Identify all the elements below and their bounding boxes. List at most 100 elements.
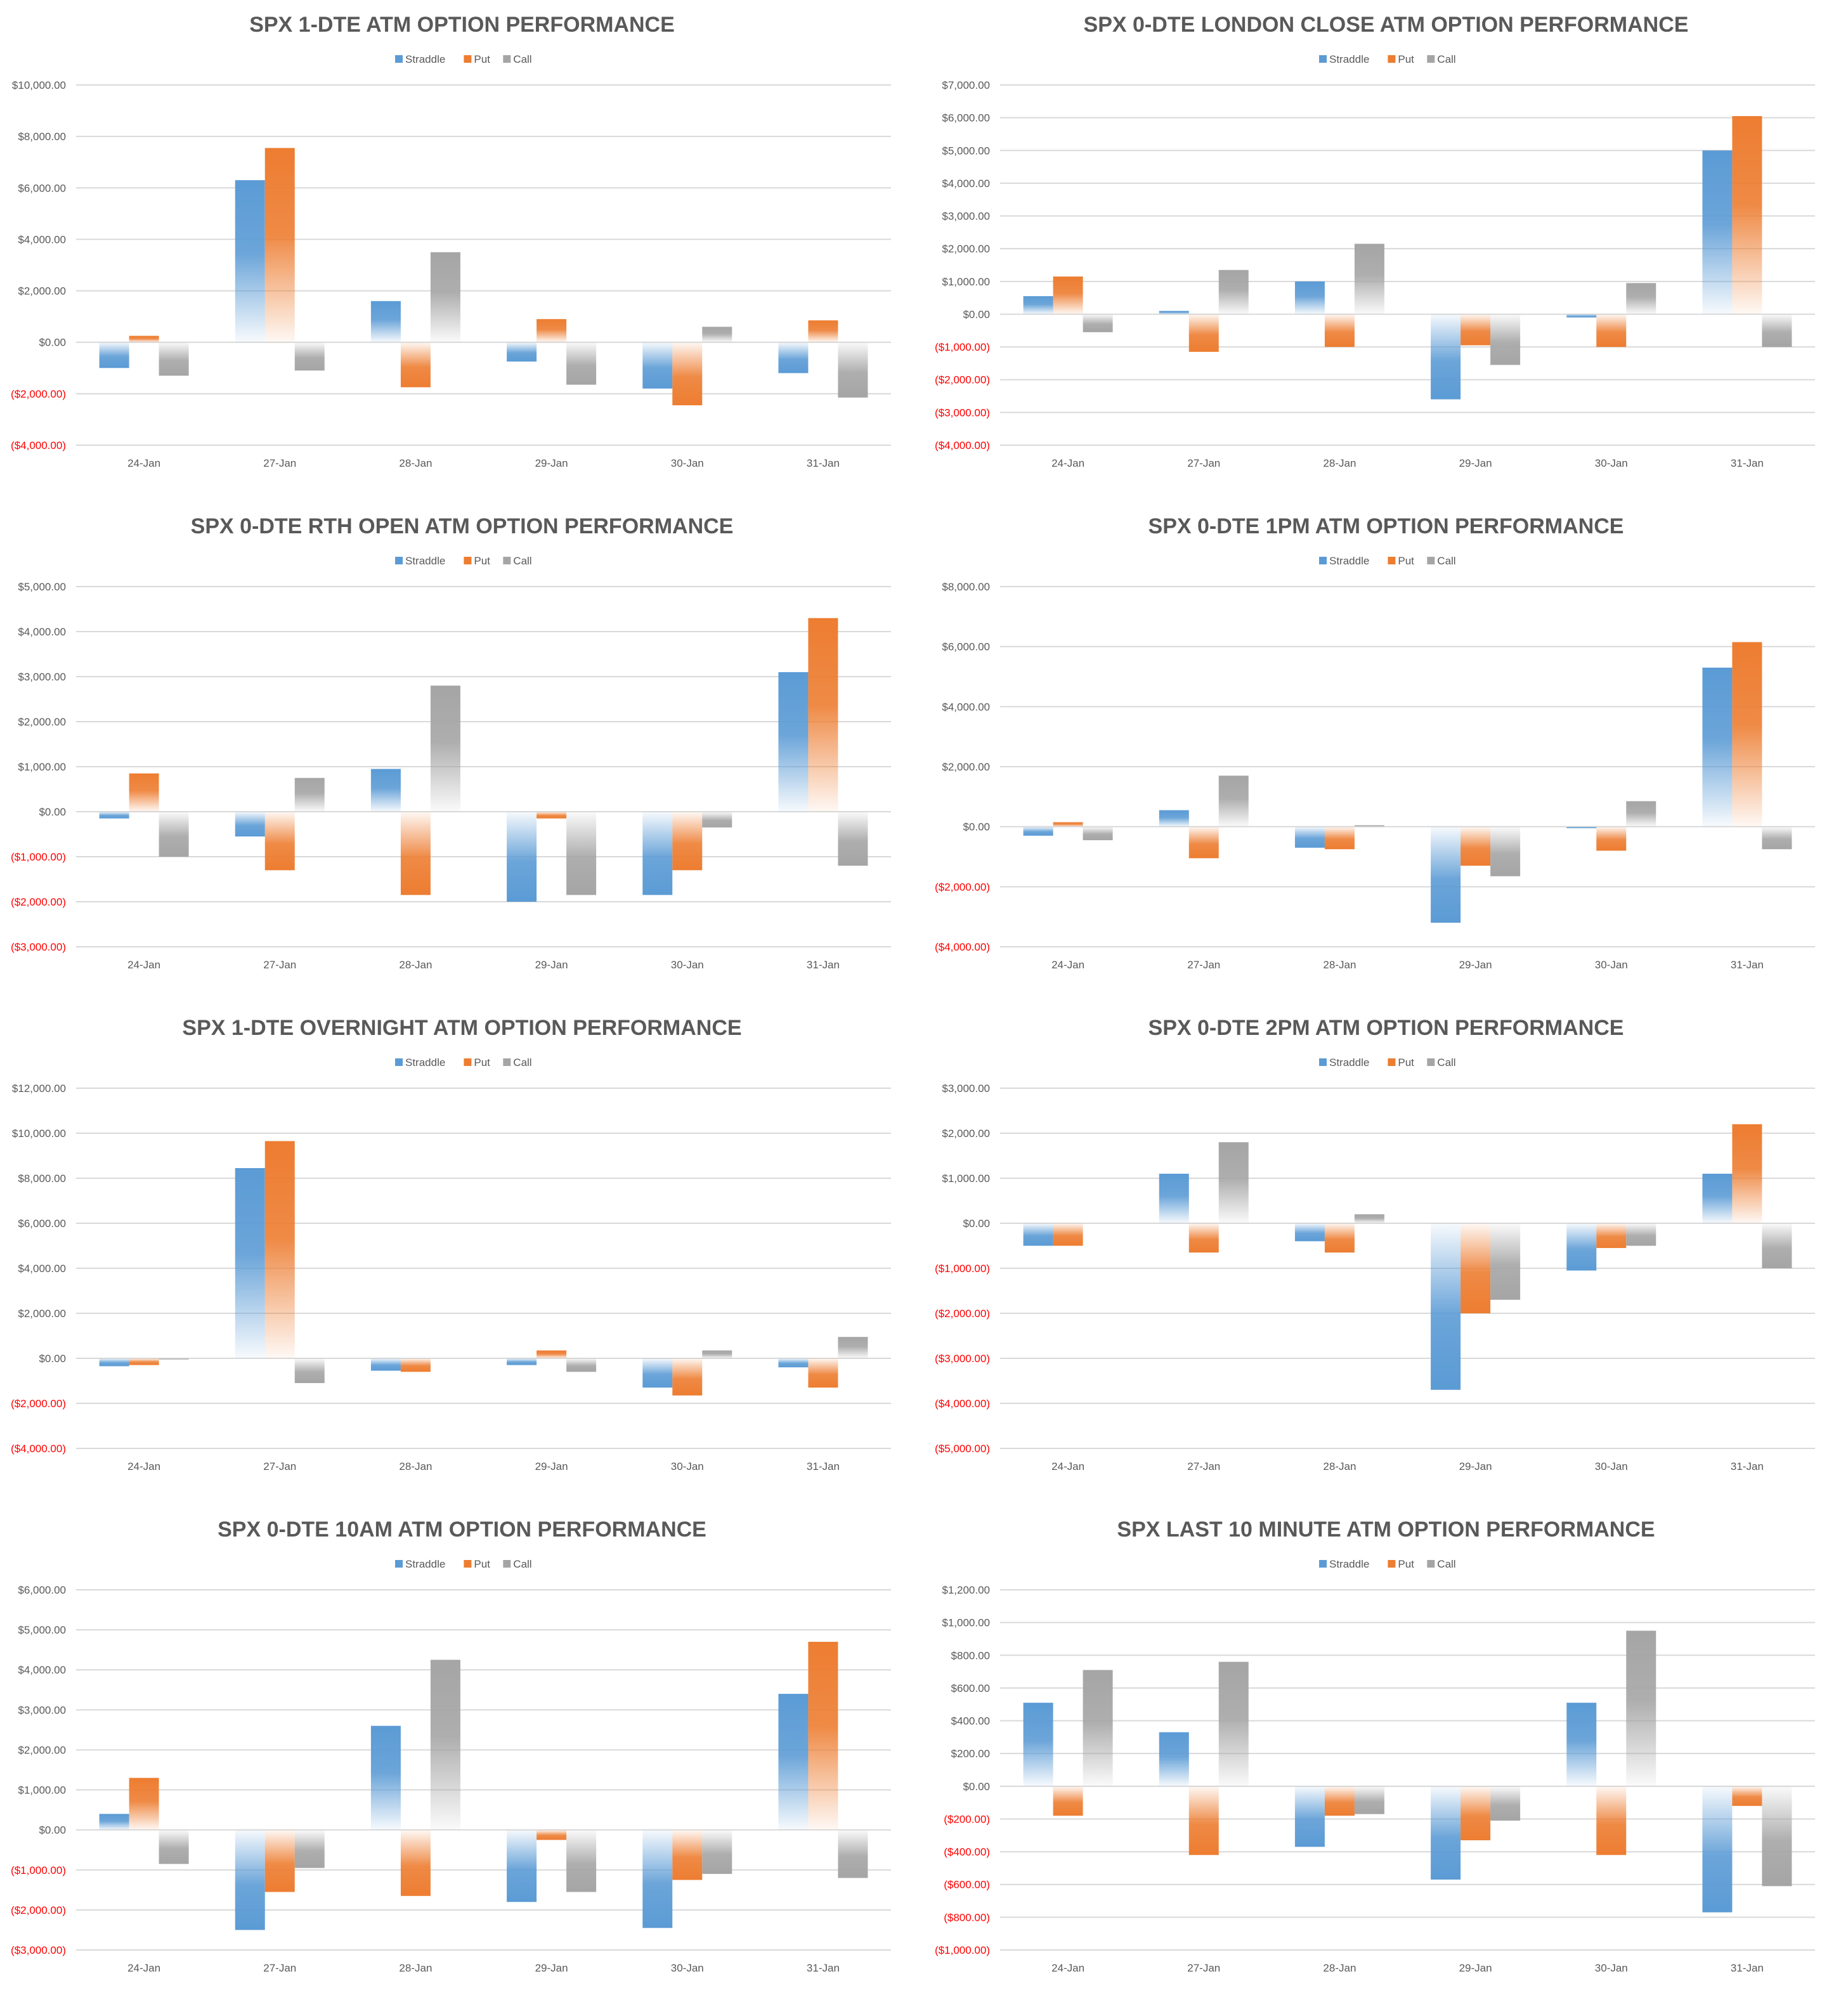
x-tick-label: 29-Jan: [1459, 1460, 1492, 1472]
y-tick-label: $0.00: [963, 308, 990, 320]
legend-label-put: Put: [474, 1558, 490, 1570]
legend-label-put: Put: [1398, 53, 1414, 65]
bar-straddle: [1023, 296, 1053, 315]
bar-call: [294, 1358, 325, 1384]
bar-call: [1218, 1661, 1249, 1786]
bar-call: [702, 812, 732, 828]
bar-put: [129, 1777, 159, 1830]
bar-put: [537, 1829, 567, 1840]
y-tick-label: $1,000.00: [18, 761, 66, 773]
chart-title: SPX 1-DTE ATM OPTION PERFORMANCE: [249, 13, 675, 37]
bar-straddle: [1294, 281, 1325, 315]
bar-put: [1324, 314, 1355, 348]
bar-put: [264, 812, 295, 871]
y-tick-label: $1,000.00: [942, 1173, 990, 1185]
y-tick-label: ($3,000.00): [935, 1353, 990, 1365]
legend: Straddle Put Call: [395, 53, 532, 65]
y-tick-label: $3,000.00: [18, 1704, 66, 1716]
x-tick-label: 31-Jan: [807, 457, 840, 469]
legend: Straddle Put Call: [395, 1056, 532, 1069]
bar-call: [159, 1358, 189, 1360]
bar-straddle: [1566, 826, 1597, 829]
bar-straddle: [370, 769, 401, 812]
y-tick-label: ($2,000.00): [935, 881, 990, 893]
chart-panel: SPX 0-DTE 10AM ATM OPTION PERFORMANCE Str…: [0, 1505, 924, 1995]
x-tick-label: 28-Jan: [399, 959, 432, 971]
legend-swatch-call: [1427, 557, 1435, 564]
y-tick-label: $2,000.00: [18, 716, 66, 728]
y-tick-label: $2,000.00: [942, 243, 990, 255]
bar-call: [1490, 826, 1521, 876]
legend-label-call: Call: [1437, 1056, 1455, 1069]
bar-chart: SPX 1-DTE ATM OPTION PERFORMANCE Straddle…: [11, 13, 891, 469]
y-tick-label: $600.00: [951, 1682, 990, 1694]
bar-straddle: [1159, 810, 1189, 827]
legend-label-straddle: Straddle: [1329, 1056, 1369, 1069]
x-tick-label: 30-Jan: [671, 959, 704, 971]
y-tick-label: ($2,000.00): [11, 388, 66, 400]
legend-swatch-straddle: [395, 1560, 403, 1568]
bar-put: [1461, 314, 1491, 346]
chart-title: SPX LAST 10 MINUTE ATM OPTION PERFORMANC…: [1117, 1517, 1655, 1542]
bar-straddle: [235, 1829, 265, 1930]
bar-straddle: [1702, 667, 1733, 827]
legend-swatch-put: [464, 55, 472, 63]
bar-chart: SPX LAST 10 MINUTE ATM OPTION PERFORMANC…: [935, 1517, 1815, 1974]
bar-put: [1732, 1124, 1762, 1223]
y-tick-label: $2,000.00: [942, 761, 990, 773]
legend-label-straddle: Straddle: [1329, 555, 1369, 567]
legend-label-put: Put: [474, 555, 490, 567]
y-tick-label: $1,000.00: [18, 1784, 66, 1797]
x-tick-label: 27-Jan: [1187, 1460, 1220, 1472]
legend-label-call: Call: [513, 1056, 531, 1069]
y-tick-label: ($2,000.00): [935, 1308, 990, 1320]
x-tick-label: 31-Jan: [1731, 1460, 1764, 1472]
bar-call: [1490, 314, 1521, 365]
legend-label-straddle: Straddle: [405, 53, 445, 65]
chart-title: SPX 0-DTE LONDON CLOSE ATM OPTION PERFOR…: [1084, 13, 1689, 37]
y-tick-label: $2,000.00: [18, 1308, 66, 1320]
x-tick-label: 24-Jan: [127, 457, 160, 469]
y-tick-label: $0.00: [39, 1353, 66, 1365]
y-tick-label: $0.00: [963, 1218, 990, 1230]
y-tick-label: $0.00: [963, 821, 990, 833]
y-tick-label: ($3,000.00): [935, 406, 990, 419]
legend: Straddle Put Call: [1319, 1558, 1456, 1570]
bar-put: [264, 1829, 295, 1892]
bar-put: [537, 812, 567, 819]
legend-swatch-put: [1388, 55, 1396, 63]
bar-straddle: [1702, 1786, 1733, 1913]
legend-label-straddle: Straddle: [1329, 53, 1369, 65]
bar-call: [1490, 1223, 1521, 1300]
legend: Straddle Put Call: [1319, 555, 1456, 567]
y-tick-label: $200.00: [951, 1748, 990, 1760]
bar-put: [672, 1358, 703, 1396]
bar-straddle: [1159, 1732, 1189, 1786]
legend-swatch-straddle: [1319, 1058, 1327, 1066]
y-tick-label: $4,000.00: [18, 626, 66, 638]
x-tick-label: 30-Jan: [1595, 457, 1628, 469]
bar-straddle: [1023, 1703, 1053, 1786]
legend-label-call: Call: [1437, 555, 1455, 567]
chart-title: SPX 0-DTE 2PM ATM OPTION PERFORMANCE: [1148, 1016, 1624, 1040]
y-tick-label: ($2,000.00): [11, 896, 66, 908]
bar-straddle: [778, 1694, 809, 1830]
bar-call: [294, 1829, 325, 1868]
x-tick-label: 27-Jan: [1187, 457, 1220, 469]
y-tick-label: $2,000.00: [18, 1744, 66, 1756]
bar-put: [400, 1358, 431, 1372]
y-tick-label: ($200.00): [944, 1813, 990, 1825]
y-tick-label: $8,000.00: [18, 1173, 66, 1185]
chart-title: SPX 0-DTE 1PM ATM OPTION PERFORMANCE: [1148, 514, 1624, 538]
bar-straddle: [642, 342, 673, 389]
bar-put: [1596, 314, 1627, 348]
legend-label-call: Call: [513, 53, 531, 65]
legend-label-call: Call: [513, 1558, 531, 1570]
x-tick-label: 28-Jan: [1323, 959, 1356, 971]
bar-call: [1083, 1670, 1113, 1786]
bar-straddle: [1431, 1223, 1461, 1390]
bar-call: [1762, 1223, 1792, 1268]
bar-call: [702, 1829, 732, 1875]
bar-call: [566, 812, 597, 895]
bar-call: [1762, 826, 1792, 850]
